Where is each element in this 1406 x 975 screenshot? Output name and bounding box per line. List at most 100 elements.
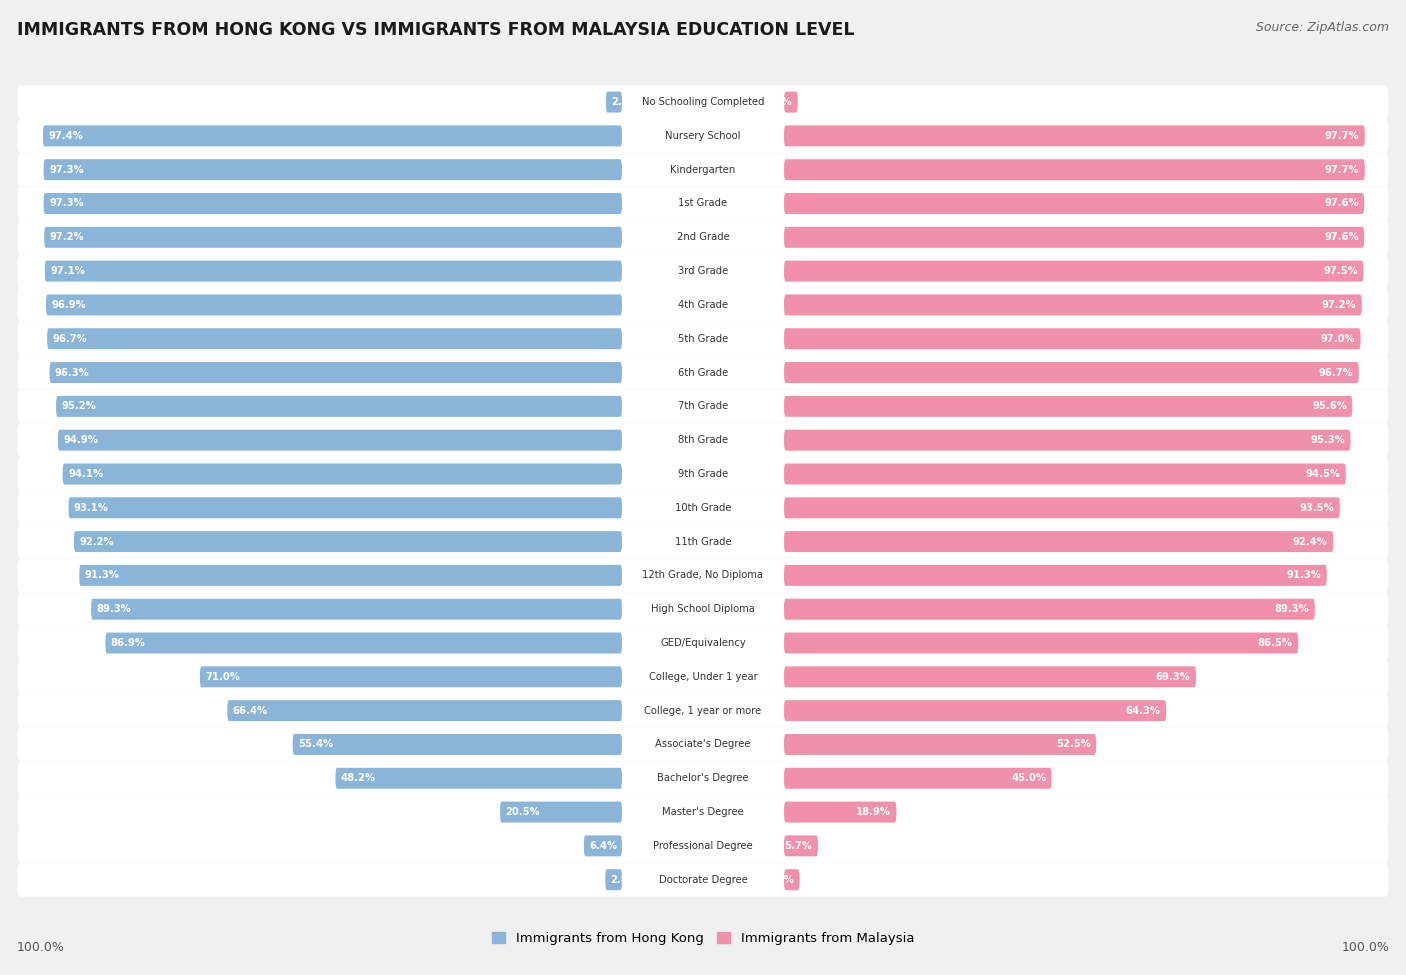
- Text: 97.7%: 97.7%: [1324, 165, 1360, 175]
- FancyBboxPatch shape: [17, 356, 1389, 389]
- FancyBboxPatch shape: [17, 761, 1389, 796]
- Text: 48.2%: 48.2%: [340, 773, 375, 783]
- Text: 64.3%: 64.3%: [1126, 706, 1161, 716]
- Text: 97.7%: 97.7%: [1324, 131, 1360, 140]
- FancyBboxPatch shape: [336, 767, 621, 789]
- FancyBboxPatch shape: [63, 463, 621, 485]
- FancyBboxPatch shape: [17, 863, 1389, 897]
- Text: 2.8%: 2.8%: [610, 875, 638, 884]
- FancyBboxPatch shape: [785, 633, 1298, 653]
- Text: 92.4%: 92.4%: [1294, 536, 1327, 547]
- FancyBboxPatch shape: [17, 153, 1389, 186]
- FancyBboxPatch shape: [17, 490, 1389, 525]
- Text: 2nd Grade: 2nd Grade: [676, 232, 730, 243]
- FancyBboxPatch shape: [785, 836, 818, 856]
- Text: 66.4%: 66.4%: [232, 706, 267, 716]
- FancyBboxPatch shape: [17, 796, 1389, 829]
- Text: Professional Degree: Professional Degree: [654, 840, 752, 851]
- Text: 2.3%: 2.3%: [765, 98, 793, 107]
- Text: No Schooling Completed: No Schooling Completed: [641, 98, 765, 107]
- Text: 95.2%: 95.2%: [62, 402, 96, 411]
- FancyBboxPatch shape: [785, 329, 1361, 349]
- Text: 1st Grade: 1st Grade: [679, 199, 727, 209]
- FancyBboxPatch shape: [44, 227, 621, 248]
- Text: 97.2%: 97.2%: [49, 232, 84, 243]
- FancyBboxPatch shape: [785, 531, 1333, 552]
- FancyBboxPatch shape: [606, 870, 621, 890]
- FancyBboxPatch shape: [785, 700, 1166, 722]
- FancyBboxPatch shape: [49, 362, 621, 383]
- Text: 97.6%: 97.6%: [1324, 232, 1358, 243]
- FancyBboxPatch shape: [785, 870, 800, 890]
- Text: 20.5%: 20.5%: [506, 807, 540, 817]
- FancyBboxPatch shape: [785, 801, 897, 823]
- Text: 11th Grade: 11th Grade: [675, 536, 731, 547]
- FancyBboxPatch shape: [58, 430, 621, 450]
- FancyBboxPatch shape: [785, 92, 797, 112]
- Text: 71.0%: 71.0%: [205, 672, 240, 682]
- FancyBboxPatch shape: [17, 592, 1389, 626]
- Text: 97.1%: 97.1%: [51, 266, 86, 276]
- FancyBboxPatch shape: [785, 767, 1052, 789]
- Text: 94.5%: 94.5%: [1305, 469, 1340, 479]
- FancyBboxPatch shape: [17, 626, 1389, 660]
- Text: 97.3%: 97.3%: [49, 199, 83, 209]
- FancyBboxPatch shape: [785, 362, 1358, 383]
- FancyBboxPatch shape: [17, 389, 1389, 423]
- FancyBboxPatch shape: [56, 396, 621, 417]
- Text: 3rd Grade: 3rd Grade: [678, 266, 728, 276]
- FancyBboxPatch shape: [17, 694, 1389, 727]
- Text: Master's Degree: Master's Degree: [662, 807, 744, 817]
- Text: Kindergarten: Kindergarten: [671, 165, 735, 175]
- FancyBboxPatch shape: [44, 193, 621, 214]
- FancyBboxPatch shape: [17, 322, 1389, 356]
- Text: 86.9%: 86.9%: [111, 638, 146, 648]
- Text: IMMIGRANTS FROM HONG KONG VS IMMIGRANTS FROM MALAYSIA EDUCATION LEVEL: IMMIGRANTS FROM HONG KONG VS IMMIGRANTS …: [17, 21, 855, 39]
- Text: 6.4%: 6.4%: [589, 840, 617, 851]
- FancyBboxPatch shape: [17, 660, 1389, 694]
- FancyBboxPatch shape: [785, 159, 1365, 180]
- Text: 93.1%: 93.1%: [75, 503, 108, 513]
- FancyBboxPatch shape: [785, 666, 1197, 687]
- FancyBboxPatch shape: [785, 396, 1353, 417]
- FancyBboxPatch shape: [785, 497, 1340, 519]
- FancyBboxPatch shape: [17, 85, 1389, 119]
- Text: 6th Grade: 6th Grade: [678, 368, 728, 377]
- FancyBboxPatch shape: [17, 457, 1389, 490]
- FancyBboxPatch shape: [292, 734, 621, 755]
- FancyBboxPatch shape: [785, 260, 1364, 282]
- FancyBboxPatch shape: [785, 463, 1346, 485]
- Text: 100.0%: 100.0%: [17, 941, 65, 954]
- FancyBboxPatch shape: [17, 220, 1389, 254]
- Text: 97.3%: 97.3%: [49, 165, 83, 175]
- Text: 96.9%: 96.9%: [52, 300, 86, 310]
- Text: 92.2%: 92.2%: [79, 536, 114, 547]
- FancyBboxPatch shape: [44, 126, 621, 146]
- Text: Source: ZipAtlas.com: Source: ZipAtlas.com: [1256, 21, 1389, 34]
- FancyBboxPatch shape: [45, 260, 621, 282]
- FancyBboxPatch shape: [17, 119, 1389, 153]
- Text: 97.6%: 97.6%: [1324, 199, 1358, 209]
- Text: 9th Grade: 9th Grade: [678, 469, 728, 479]
- Text: 8th Grade: 8th Grade: [678, 435, 728, 446]
- Text: 97.5%: 97.5%: [1323, 266, 1358, 276]
- Text: 86.5%: 86.5%: [1258, 638, 1292, 648]
- FancyBboxPatch shape: [785, 430, 1351, 450]
- FancyBboxPatch shape: [69, 497, 621, 519]
- FancyBboxPatch shape: [17, 288, 1389, 322]
- Text: 96.7%: 96.7%: [52, 333, 87, 344]
- Text: 95.6%: 95.6%: [1312, 402, 1347, 411]
- FancyBboxPatch shape: [105, 633, 621, 653]
- Text: 95.3%: 95.3%: [1310, 435, 1346, 446]
- Text: GED/Equivalency: GED/Equivalency: [661, 638, 745, 648]
- Text: 94.1%: 94.1%: [67, 469, 103, 479]
- Text: 4th Grade: 4th Grade: [678, 300, 728, 310]
- FancyBboxPatch shape: [785, 734, 1097, 755]
- Text: College, Under 1 year: College, Under 1 year: [648, 672, 758, 682]
- FancyBboxPatch shape: [17, 254, 1389, 288]
- FancyBboxPatch shape: [785, 193, 1364, 214]
- Text: 91.3%: 91.3%: [1286, 570, 1322, 580]
- Text: Nursery School: Nursery School: [665, 131, 741, 140]
- FancyBboxPatch shape: [17, 525, 1389, 559]
- Text: 45.0%: 45.0%: [1011, 773, 1046, 783]
